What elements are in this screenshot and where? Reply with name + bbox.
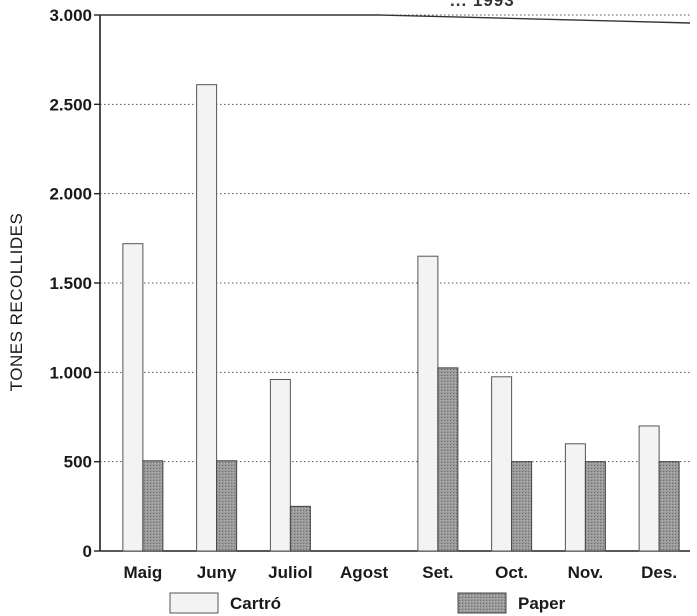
bar-paper-oct xyxy=(511,461,533,552)
y-tick-label: 3.000 xyxy=(49,6,92,25)
x-tick-label: Oct. xyxy=(495,563,528,582)
top-border-line xyxy=(100,14,691,24)
x-tick-label: Nov. xyxy=(568,563,604,582)
bar-paper-maig xyxy=(142,460,164,552)
bar-paper-nov xyxy=(584,461,606,552)
legend-swatch-carto xyxy=(169,592,219,614)
bar-carto-des xyxy=(638,425,660,552)
bars xyxy=(122,84,680,552)
bar-carto-juny xyxy=(196,84,218,552)
legend-label-carto: Cartró xyxy=(230,594,281,613)
bar-paper-set xyxy=(437,367,459,552)
bar-carto-nov xyxy=(564,443,586,552)
gridlines xyxy=(100,14,690,463)
y-tick-label: 2.500 xyxy=(49,95,92,114)
y-tick-label: 1.000 xyxy=(49,363,92,382)
bar-paper-des xyxy=(658,461,680,552)
x-tick-label: Maig xyxy=(124,563,163,582)
bar-carto-oct xyxy=(491,376,513,552)
x-tick-label: Agost xyxy=(340,563,389,582)
legend: Cartró Paper xyxy=(169,592,566,614)
y-tick-label: 0 xyxy=(83,542,92,561)
x-tick-label: Des. xyxy=(641,563,677,582)
bar-paper-juliol xyxy=(289,505,311,552)
legend-label-paper: Paper xyxy=(518,594,566,613)
bar-paper-juny xyxy=(216,460,238,552)
y-tick-label: 2.000 xyxy=(49,185,92,204)
y-tick-label: 1.500 xyxy=(49,274,92,293)
x-tick-label: Juliol xyxy=(268,563,312,582)
bar-carto-maig xyxy=(122,243,144,552)
legend-swatch-paper xyxy=(457,592,507,614)
x-tick-label: Juny xyxy=(197,563,237,582)
x-axis-labels: Maig Juny Juliol Agost Set. Oct. Nov. Des. xyxy=(124,563,678,582)
y-tick-label: 500 xyxy=(64,453,92,472)
bar-carto-set xyxy=(417,255,439,552)
x-tick-label: Set. xyxy=(422,563,453,582)
chart-title-fragment: ... 1993 xyxy=(450,0,515,10)
y-axis-title: TONES RECOLLIDES xyxy=(7,213,26,392)
y-axis-ticks: 0 500 1.000 1.500 2.000 2.500 3.000 xyxy=(49,6,100,561)
bar-carto-juliol xyxy=(269,378,291,552)
